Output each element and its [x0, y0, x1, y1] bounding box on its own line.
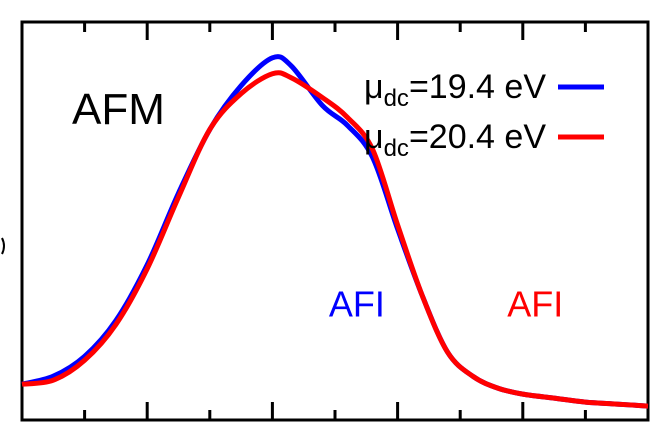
annotation-label-1: AFI — [329, 284, 385, 325]
left-edge-mark — [1, 237, 5, 255]
plot-frame — [20, 20, 650, 422]
x-ticks — [83, 22, 587, 420]
legend: μdc=19.4 eV μdc=20.4 eV — [364, 68, 604, 162]
series-lines — [21, 54, 649, 409]
series-line-2 — [21, 70, 649, 409]
legend-label-1: μdc=19.4 eV — [364, 68, 546, 112]
annotation-label-2: AFI — [507, 284, 563, 325]
panel-label: AFM — [72, 85, 165, 134]
legend-label-2: μdc=20.4 eV — [364, 118, 546, 162]
annotations: AFI AFI — [329, 284, 563, 325]
